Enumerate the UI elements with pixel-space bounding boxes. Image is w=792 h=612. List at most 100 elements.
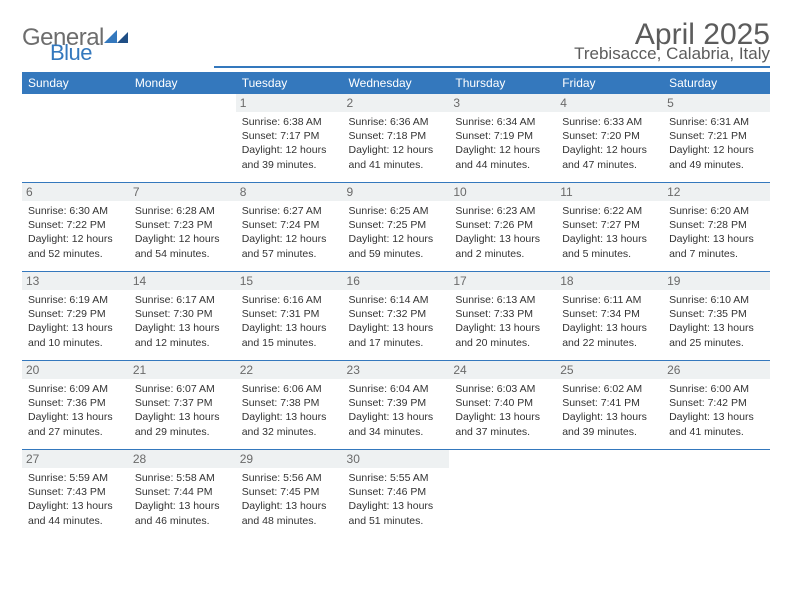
day-number: 4 — [556, 94, 663, 112]
calendar-cell: 9 Sunrise: 6:25 AMSunset: 7:25 PMDaylight… — [343, 183, 450, 272]
calendar-cell: 26 Sunrise: 6:00 AMSunset: 7:42 PMDayligh… — [663, 361, 770, 450]
calendar-row: 6 Sunrise: 6:30 AMSunset: 7:22 PMDaylight… — [22, 183, 770, 272]
day-header: Monday — [129, 72, 236, 94]
day-number: 7 — [129, 183, 236, 201]
day-details: Sunrise: 6:22 AMSunset: 7:27 PMDaylight:… — [562, 204, 657, 261]
calendar-cell: 4 Sunrise: 6:33 AMSunset: 7:20 PMDaylight… — [556, 94, 663, 183]
day-details: Sunrise: 6:19 AMSunset: 7:29 PMDaylight:… — [28, 293, 123, 350]
day-details: Sunrise: 6:10 AMSunset: 7:35 PMDaylight:… — [669, 293, 764, 350]
calendar-row: 13 Sunrise: 6:19 AMSunset: 7:29 PMDayligh… — [22, 272, 770, 361]
calendar-cell: 24Sunrise: 6:03 AMSunset: 7:40 PMDayligh… — [449, 361, 556, 450]
calendar-body: 1 Sunrise: 6:38 AMSunset: 7:17 PMDaylight… — [22, 94, 770, 538]
calendar-cell: 15 Sunrise: 6:16 AMSunset: 7:31 PMDayligh… — [236, 272, 343, 361]
day-details: Sunrise: 6:28 AMSunset: 7:23 PMDaylight:… — [135, 204, 230, 261]
day-number: 5 — [663, 94, 770, 112]
calendar-cell: 2 Sunrise: 6:36 AMSunset: 7:18 PMDaylight… — [343, 94, 450, 183]
day-number: 17 — [449, 272, 556, 290]
calendar-cell: 19 Sunrise: 6:10 AMSunset: 7:35 PMDayligh… — [663, 272, 770, 361]
day-number: 11 — [556, 183, 663, 201]
calendar-row: 1 Sunrise: 6:38 AMSunset: 7:17 PMDaylight… — [22, 94, 770, 183]
calendar-cell: 28 Sunrise: 5:58 AMSunset: 7:44 PMDayligh… — [129, 450, 236, 539]
day-details: Sunrise: 6:07 AMSunset: 7:37 PMDaylight:… — [135, 382, 230, 439]
day-details: Sunrise: 6:04 AMSunset: 7:39 PMDaylight:… — [349, 382, 444, 439]
calendar-cell — [129, 94, 236, 183]
day-number: 2 — [343, 94, 450, 112]
calendar-cell: 22Sunrise: 6:06 AMSunset: 7:38 PMDayligh… — [236, 361, 343, 450]
calendar-cell: 23 Sunrise: 6:04 AMSunset: 7:39 PMDayligh… — [343, 361, 450, 450]
calendar-cell — [663, 450, 770, 539]
page: General April 2025 Blue Trebisacce, Cala… — [0, 0, 792, 548]
calendar-row: 20 Sunrise: 6:09 AMSunset: 7:36 PMDayligh… — [22, 361, 770, 450]
day-header: Saturday — [663, 72, 770, 94]
day-header: Sunday — [22, 72, 129, 94]
calendar-cell: 20 Sunrise: 6:09 AMSunset: 7:36 PMDayligh… — [22, 361, 129, 450]
day-details: Sunrise: 6:00 AMSunset: 7:42 PMDaylight:… — [669, 382, 764, 439]
calendar-cell: 30 Sunrise: 5:55 AMSunset: 7:46 PMDayligh… — [343, 450, 450, 539]
day-number: 25 — [556, 361, 663, 379]
calendar-cell — [449, 450, 556, 539]
calendar-table: SundayMondayTuesdayWednesdayThursdayFrid… — [22, 72, 770, 538]
day-number: 19 — [663, 272, 770, 290]
day-number: 26 — [663, 361, 770, 379]
day-details: Sunrise: 6:30 AMSunset: 7:22 PMDaylight:… — [28, 204, 123, 261]
day-number: 21 — [129, 361, 236, 379]
calendar-cell: 17Sunrise: 6:13 AMSunset: 7:33 PMDayligh… — [449, 272, 556, 361]
calendar-cell: 21 Sunrise: 6:07 AMSunset: 7:37 PMDayligh… — [129, 361, 236, 450]
logo-mark-icon — [104, 26, 130, 44]
day-number: 18 — [556, 272, 663, 290]
day-number: 28 — [129, 450, 236, 468]
calendar-cell: 1 Sunrise: 6:38 AMSunset: 7:17 PMDaylight… — [236, 94, 343, 183]
day-details: Sunrise: 5:59 AMSunset: 7:43 PMDaylight:… — [28, 471, 123, 528]
day-number: 20 — [22, 361, 129, 379]
day-details: Sunrise: 6:17 AMSunset: 7:30 PMDaylight:… — [135, 293, 230, 350]
day-details: Sunrise: 6:25 AMSunset: 7:25 PMDaylight:… — [349, 204, 444, 261]
day-details: Sunrise: 6:03 AMSunset: 7:40 PMDaylight:… — [455, 382, 550, 439]
calendar-cell: 10 Sunrise: 6:23 AMSunset: 7:26 PMDayligh… — [449, 183, 556, 272]
day-number: 3 — [449, 94, 556, 112]
day-details: Sunrise: 6:23 AMSunset: 7:26 PMDaylight:… — [455, 204, 550, 261]
day-details: Sunrise: 6:33 AMSunset: 7:20 PMDaylight:… — [562, 115, 657, 172]
calendar-cell: 27 Sunrise: 5:59 AMSunset: 7:43 PMDayligh… — [22, 450, 129, 539]
day-details: Sunrise: 6:36 AMSunset: 7:18 PMDaylight:… — [349, 115, 444, 172]
day-number: 14 — [129, 272, 236, 290]
day-number: 29 — [236, 450, 343, 468]
day-details: Sunrise: 6:38 AMSunset: 7:17 PMDaylight:… — [242, 115, 337, 172]
day-number: 13 — [22, 272, 129, 290]
logo-word-blue: Blue — [50, 40, 92, 65]
calendar-cell: 29 Sunrise: 5:56 AMSunset: 7:45 PMDayligh… — [236, 450, 343, 539]
day-number: 23 — [343, 361, 450, 379]
day-details: Sunrise: 6:16 AMSunset: 7:31 PMDaylight:… — [242, 293, 337, 350]
day-number: 15 — [236, 272, 343, 290]
day-details: Sunrise: 6:14 AMSunset: 7:32 PMDaylight:… — [349, 293, 444, 350]
calendar-cell: 18Sunrise: 6:11 AMSunset: 7:34 PMDayligh… — [556, 272, 663, 361]
day-details: Sunrise: 6:20 AMSunset: 7:28 PMDaylight:… — [669, 204, 764, 261]
day-number: 16 — [343, 272, 450, 290]
day-details: Sunrise: 6:09 AMSunset: 7:36 PMDaylight:… — [28, 382, 123, 439]
day-number: 12 — [663, 183, 770, 201]
day-number: 10 — [449, 183, 556, 201]
day-header: Wednesday — [343, 72, 450, 94]
calendar-header-row: SundayMondayTuesdayWednesdayThursdayFrid… — [22, 72, 770, 94]
calendar-cell: 12 Sunrise: 6:20 AMSunset: 7:28 PMDayligh… — [663, 183, 770, 272]
day-number: 27 — [22, 450, 129, 468]
day-number: 9 — [343, 183, 450, 201]
day-details: Sunrise: 5:56 AMSunset: 7:45 PMDaylight:… — [242, 471, 337, 528]
day-number: 1 — [236, 94, 343, 112]
day-details: Sunrise: 5:55 AMSunset: 7:46 PMDaylight:… — [349, 471, 444, 528]
day-details: Sunrise: 6:34 AMSunset: 7:19 PMDaylight:… — [455, 115, 550, 172]
day-header: Friday — [556, 72, 663, 94]
calendar-cell: 16 Sunrise: 6:14 AMSunset: 7:32 PMDayligh… — [343, 272, 450, 361]
day-number: 30 — [343, 450, 450, 468]
calendar-cell: 8Sunrise: 6:27 AMSunset: 7:24 PMDaylight… — [236, 183, 343, 272]
location-wrap: Trebisacce, Calabria, Italy — [22, 44, 770, 68]
day-header: Tuesday — [236, 72, 343, 94]
day-details: Sunrise: 6:06 AMSunset: 7:38 PMDaylight:… — [242, 382, 337, 439]
calendar-cell — [556, 450, 663, 539]
day-details: Sunrise: 5:58 AMSunset: 7:44 PMDaylight:… — [135, 471, 230, 528]
calendar-cell: 7 Sunrise: 6:28 AMSunset: 7:23 PMDaylight… — [129, 183, 236, 272]
calendar-cell: 3 Sunrise: 6:34 AMSunset: 7:19 PMDaylight… — [449, 94, 556, 183]
day-number: 6 — [22, 183, 129, 201]
day-details: Sunrise: 6:31 AMSunset: 7:21 PMDaylight:… — [669, 115, 764, 172]
day-details: Sunrise: 6:02 AMSunset: 7:41 PMDaylight:… — [562, 382, 657, 439]
calendar-cell: 25 Sunrise: 6:02 AMSunset: 7:41 PMDayligh… — [556, 361, 663, 450]
